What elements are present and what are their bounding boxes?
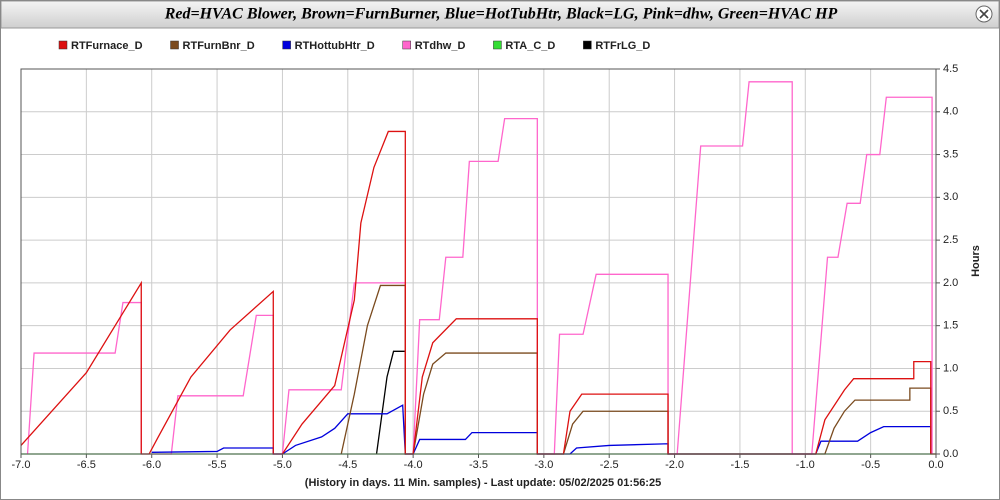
legend-label: RTdhw_D xyxy=(415,40,466,52)
y-tick-label: 4.5 xyxy=(943,63,958,75)
legend-swatch xyxy=(402,40,411,50)
legend-swatch xyxy=(282,40,291,50)
plot-frame xyxy=(20,68,937,455)
y-tick-label: 2.0 xyxy=(943,277,958,289)
x-tick-label: -7.0 xyxy=(12,459,31,471)
x-tick-label: -2.0 xyxy=(665,459,684,471)
x-tick-label: -3.5 xyxy=(469,459,488,471)
legend-swatch xyxy=(583,40,592,50)
x-tick-label: -2.5 xyxy=(600,459,619,471)
y-tick-label: 3.0 xyxy=(943,191,958,203)
y-tick-label: 2.5 xyxy=(943,234,958,246)
y-tick-label: 1.0 xyxy=(943,362,958,374)
x-tick-label: -1.5 xyxy=(730,459,749,471)
y-tick-label: 4.0 xyxy=(943,106,958,118)
legend-label: RTFurnBnr_D xyxy=(183,40,255,52)
x-tick-label: -5.5 xyxy=(208,459,227,471)
x-tick-label: -4.5 xyxy=(338,459,357,471)
y-tick-label: 0.0 xyxy=(943,448,958,460)
x-axis-label: (History in days. 11 Min. samples) - Las… xyxy=(305,477,661,489)
legend-label: RTFrLG_D xyxy=(595,40,650,52)
series-line xyxy=(26,81,933,455)
legend-label: RTA_C_D xyxy=(505,40,555,52)
y-tick-label: 3.5 xyxy=(943,148,958,160)
grid: -7.0 -6.5 -6.0 -5.5 -5.0 -4.5 -4.0 -3.5 -3.0 -2.5… xyxy=(12,63,959,471)
x-tick-label: -5.0 xyxy=(273,459,292,471)
x-tick-label: -1.0 xyxy=(796,459,815,471)
legend: RTFurnace_D RTFurnBnr_D RTHottubHtr_D RTdhw… xyxy=(58,40,650,52)
x-tick-label: -6.0 xyxy=(142,459,161,471)
close-button[interactable] xyxy=(975,5,993,23)
series-line xyxy=(375,350,406,455)
series-line xyxy=(340,284,932,455)
legend-label: RTFurnace_D xyxy=(71,40,143,52)
x-tick-label: -4.0 xyxy=(404,459,423,471)
x-tick-label: -3.0 xyxy=(534,459,553,471)
y-tick-label: 1.5 xyxy=(943,320,958,332)
legend-swatch xyxy=(493,40,502,50)
x-tick-label: -6.5 xyxy=(77,459,96,471)
y-axis-label: Hours xyxy=(970,245,982,277)
legend-swatch xyxy=(58,40,68,50)
x-tick-label: 0.0 xyxy=(928,459,943,471)
legend-swatch xyxy=(170,40,179,50)
title-bar xyxy=(1,1,999,29)
legend-label: RTHottubHtr_D xyxy=(295,40,375,52)
x-tick-label: -0.5 xyxy=(861,459,880,471)
chart-title: Red=HVAC Blower, Brown=FurnBurner, Blue=… xyxy=(164,6,838,23)
y-tick-label: 0.5 xyxy=(943,405,958,417)
